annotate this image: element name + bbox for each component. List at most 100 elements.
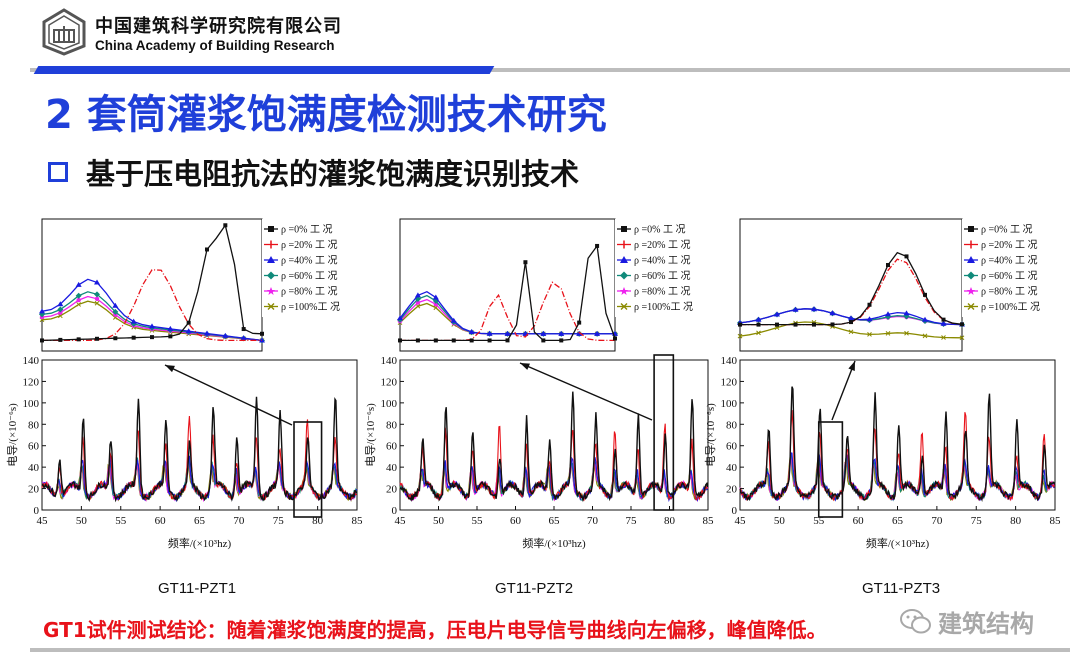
page-title: 2 套筒灌浆饱满度检测技术研究 [45,92,607,138]
inset-marker [94,279,100,285]
x-tick-label: 60 [853,515,865,527]
legend-square-icon [621,226,627,232]
y-tick-label: 40 [28,462,40,474]
org-name-en: China Academy of Building Research [95,38,335,53]
inset-marker [58,310,63,315]
y-tick-label: 80 [28,419,40,431]
series-0-line [739,386,1056,503]
inset-marker [756,322,761,327]
inset-marker [398,338,402,343]
x-tick-label: 80 [1010,515,1022,527]
x-tick-label: 65 [549,515,561,527]
chart-1: 45 50 55 60 65 70 75 80 85 0 20 40 60 80 100 120 140 频率/(… [6,218,363,550]
inset-marker [186,320,191,325]
y-tick-label: 100 [721,398,738,410]
inset-marker [848,329,854,335]
legend-diamond-icon [620,271,628,280]
inset-marker [922,333,928,339]
x-tick-label: 55 [813,515,825,527]
x-tick-label: 75 [273,515,285,527]
legend-label: ρ =60% 工 况 [634,270,690,282]
inset-marker [149,323,155,329]
inset-marker [94,300,100,306]
x-tick-label: 60 [155,515,167,527]
y-tick-label: 60 [386,441,398,453]
inset-marker [504,330,511,336]
legend-bg [615,219,671,317]
inset-marker [830,322,835,327]
charts-area: 45 50 55 60 65 70 75 80 85 0 20 40 60 80 100 120 140 频率/(… [6,218,1061,550]
y-tick-label: 20 [726,484,738,496]
inset-marker [886,263,890,268]
legend-label: ρ =100%工 况 [634,301,693,313]
inset-marker [523,260,528,265]
y-tick-label: 120 [23,376,40,388]
y-tick-label: 140 [721,355,738,367]
y-tick-label: 120 [721,376,738,388]
legend-label: ρ =0% 工 况 [281,224,332,236]
inset-marker [922,316,928,322]
legend-label: ρ =20% 工 况 [634,239,690,251]
inset-marker [76,297,81,303]
inset-marker [240,335,247,341]
inset-marker [260,331,264,336]
inset-marker [57,306,64,313]
legend-square-icon [968,226,974,232]
legend-label: ρ =0% 工 况 [634,224,685,236]
legend-label: ρ =40% 工 况 [634,255,690,267]
inset-marker [792,306,799,312]
inset-marker [903,310,910,316]
legend-triangle-icon [620,256,628,263]
y-tick-label: 0 [732,505,738,517]
y-axis-label: 电导/(×10⁻⁶s) [704,403,717,467]
inset-marker [432,297,439,304]
watermark-text: 建筑结构 [938,610,1034,638]
legend-star-icon [967,287,975,295]
inset-marker [39,308,45,314]
inset-marker [903,313,910,320]
inset-marker [397,315,403,321]
y-tick-label: 140 [23,355,40,367]
inset-marker [205,247,209,252]
inset-marker [415,338,420,343]
legend-label: ρ =20% 工 况 [281,239,337,251]
zoom-box [817,421,844,518]
org-name-cn: 中国建筑科学研究院有限公司 [95,16,342,37]
inset-marker [867,302,872,307]
x-tick-label: 55 [115,515,127,527]
legend-label: ρ =0% 工 况 [981,224,1032,236]
x-tick-label: 55 [472,515,484,527]
legend-label: ρ =40% 工 况 [981,255,1037,267]
inset-marker [613,336,617,341]
inset-marker [756,330,761,336]
inset-marker [904,254,909,259]
inset-marker [95,336,99,341]
x-axis-label: 频率/(×10³hz) [866,536,930,550]
inset-marker [505,338,510,343]
legend-x-icon [267,303,275,310]
legend-triangle-icon [967,256,975,263]
inset-marker [595,243,600,248]
inset-marker [130,318,137,324]
watermark: 建筑结构 [900,604,1034,639]
legend-x-icon [620,303,628,310]
x-axis-label: 频率/(×10³hz) [168,536,232,550]
inset-marker [223,223,228,228]
inset-marker [755,316,762,322]
zoom-arrow-head [165,365,175,373]
x-tick-label: 50 [76,515,88,527]
x-tick-label: 70 [233,515,245,527]
inset-marker [811,306,817,312]
plot-frame [41,359,358,511]
inset-marker [793,322,798,327]
header-bar-gray [30,68,1070,72]
inset-marker [541,338,546,343]
inset-marker [150,335,154,340]
legend-star-icon [267,287,275,295]
inset-marker [131,335,136,340]
inset-marker [775,322,779,327]
chart-3: 45 50 55 60 65 70 75 80 85 0 20 40 60 80 100 120 140 频率/(… [704,218,1061,550]
legend-x-icon [967,303,975,310]
zoom-arrow [519,362,653,421]
legend-label: ρ =80% 工 况 [634,286,690,298]
